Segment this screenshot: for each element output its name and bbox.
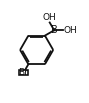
Text: Br: Br — [19, 68, 28, 77]
FancyBboxPatch shape — [19, 70, 28, 75]
Text: OH: OH — [64, 26, 78, 35]
Text: B: B — [51, 25, 58, 35]
Text: OH: OH — [42, 13, 56, 22]
